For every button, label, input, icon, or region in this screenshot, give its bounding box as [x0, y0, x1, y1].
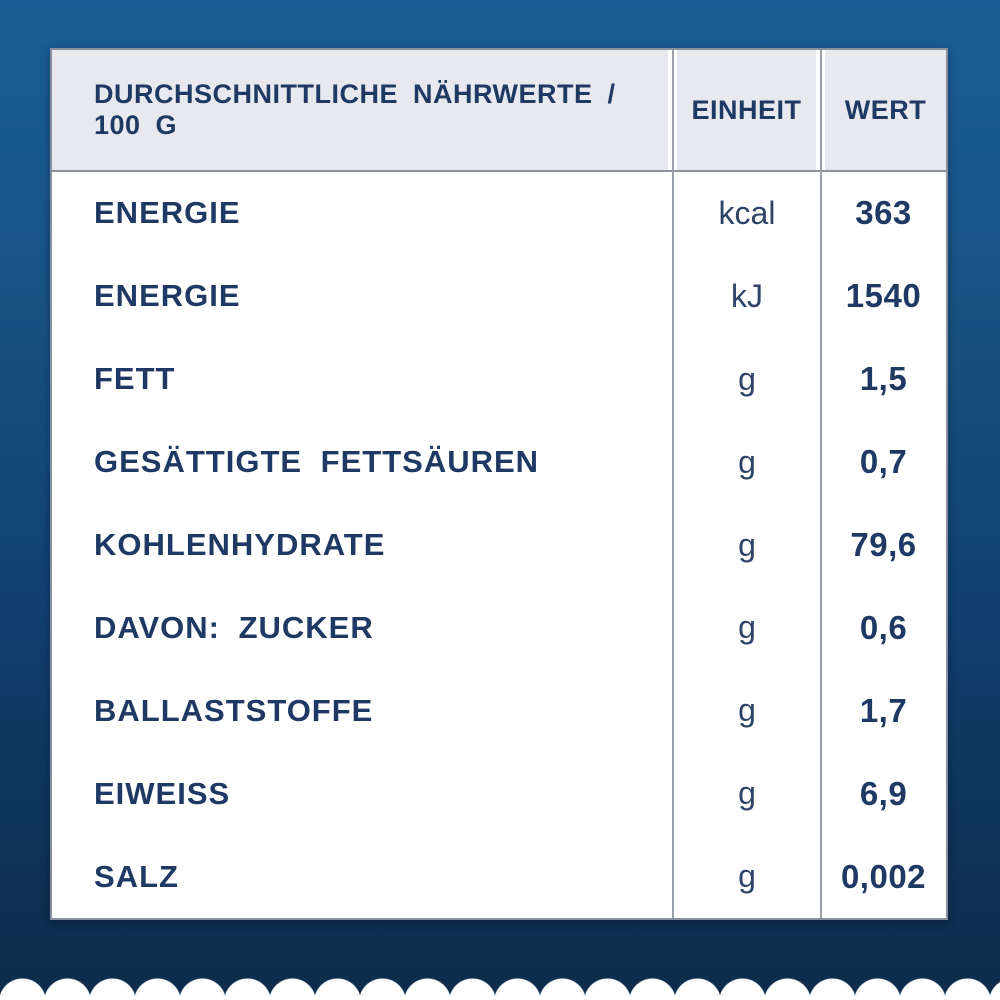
table-row: EIWEISS g 6,9 — [52, 752, 946, 835]
column-divider-unit — [672, 50, 674, 918]
row-label: SALZ — [94, 858, 179, 894]
table-row: SALZ g 0,002 — [52, 835, 946, 918]
row-value: 0,002 — [840, 857, 927, 895]
row-unit: g — [738, 775, 756, 812]
row-value: 6,9 — [859, 774, 908, 812]
row-label: FETT — [94, 361, 176, 397]
row-value: 0,7 — [859, 443, 908, 481]
row-label: KOHLENHYDRATE — [94, 527, 386, 562]
row-value: 1,7 — [859, 691, 908, 729]
row-unit: g — [738, 526, 756, 563]
table-row: ENERGIE kcal 363 — [52, 172, 946, 255]
row-label: DAVON: ZUCKER — [94, 609, 374, 645]
table-row: GESÄTTIGTE FETTSÄUREN g 0,7 — [52, 421, 946, 504]
table-body: ENERGIE kcal 363 ENERGIE kJ 1540 FETT g … — [52, 172, 946, 918]
table-header-row: DURCHSCHNITTLICHE NÄHRWERTE / 100 G EINH… — [52, 50, 946, 172]
table-row: BALLASTSTOFFE g 1,7 — [52, 669, 946, 752]
nutrition-table: DURCHSCHNITTLICHE NÄHRWERTE / 100 G EINH… — [50, 48, 948, 920]
table-row: DAVON: ZUCKER g 0,6 — [52, 586, 946, 669]
header-unit: EINHEIT — [677, 50, 816, 170]
row-unit: kcal — [718, 194, 776, 231]
row-unit: g — [738, 443, 756, 480]
header-nutrients: DURCHSCHNITTLICHE NÄHRWERTE / 100 G — [52, 50, 668, 170]
row-value: 363 — [855, 194, 912, 232]
table-row: FETT g 1,5 — [52, 338, 946, 421]
row-unit: g — [738, 858, 756, 895]
column-divider-value — [820, 50, 822, 918]
row-value: 0,6 — [859, 608, 908, 646]
table-row: ENERGIE kJ 1540 — [52, 255, 946, 338]
row-label: ENERGIE — [94, 195, 241, 231]
row-label: ENERGIE — [94, 278, 241, 314]
row-value: 1,5 — [859, 360, 908, 398]
table-row: KOHLENHYDRATE g 79,6 — [52, 504, 946, 587]
scalloped-edge-decoration — [0, 970, 1000, 1000]
row-value: 1540 — [845, 277, 922, 315]
row-label: BALLASTSTOFFE — [94, 692, 374, 728]
header-value: WERT — [825, 50, 946, 170]
row-unit: g — [738, 360, 756, 397]
row-label: GESÄTTIGTE FETTSÄUREN — [94, 444, 540, 480]
row-unit: kJ — [731, 277, 763, 314]
row-unit: g — [738, 692, 756, 729]
row-label: EIWEISS — [94, 775, 231, 811]
row-unit: g — [738, 609, 756, 646]
row-value: 79,6 — [850, 526, 917, 563]
